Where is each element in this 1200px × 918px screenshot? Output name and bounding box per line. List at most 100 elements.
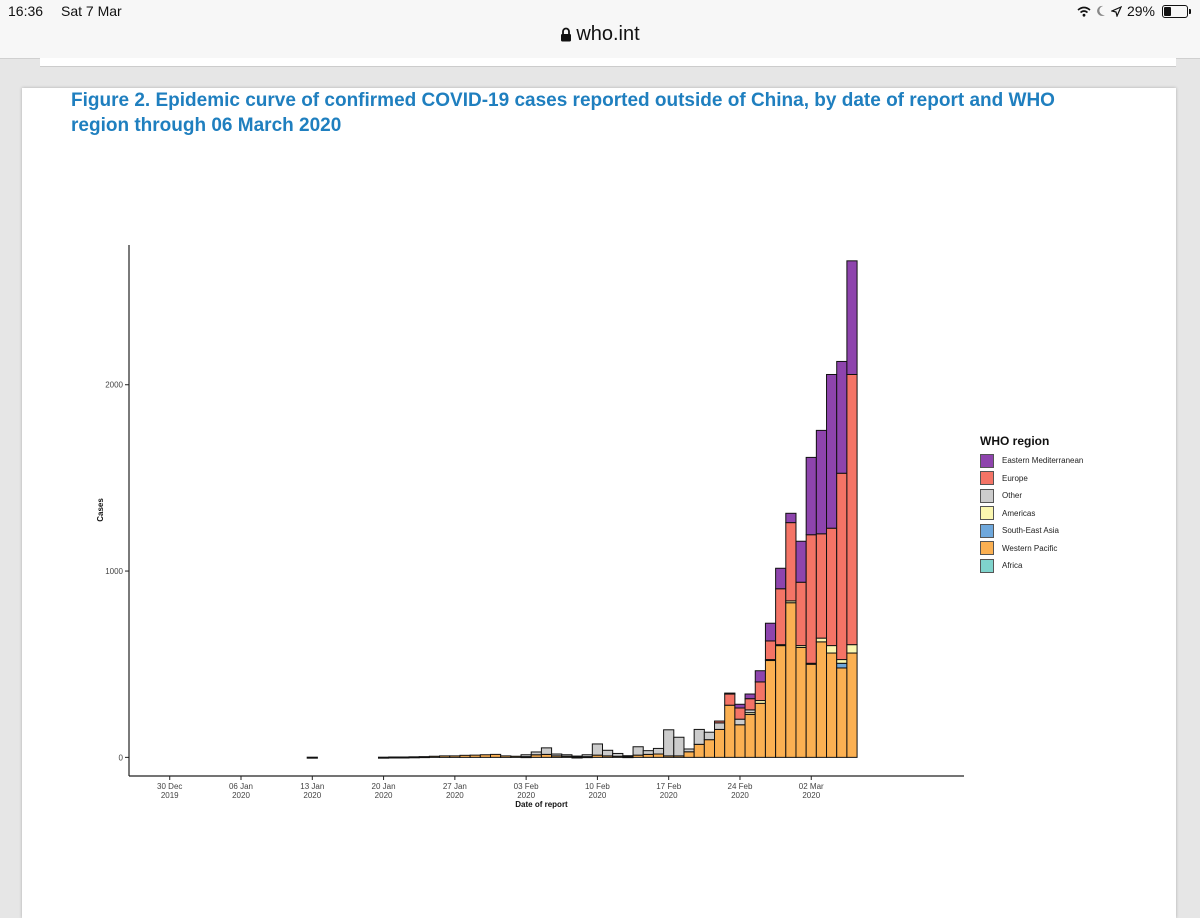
- bar-segment: [388, 756, 400, 759]
- x-tick-year: 2020: [660, 791, 678, 800]
- x-tick-label: 30 Dec: [157, 782, 182, 791]
- bar-segment: [764, 640, 777, 661]
- bar-segment: [846, 652, 858, 758]
- bar-segment: [764, 622, 777, 642]
- y-tick-label: 2000: [105, 381, 123, 390]
- bar-segment: [571, 755, 583, 758]
- bar-segment: [744, 693, 756, 700]
- bar-segment: [418, 756, 430, 759]
- bar-segment: [703, 739, 716, 758]
- bar-segment: [663, 729, 675, 757]
- legend-swatch: [980, 523, 994, 538]
- bar-segment: [754, 670, 766, 683]
- bar-segment: [683, 748, 695, 753]
- x-tick-label: 27 Jan: [443, 782, 467, 791]
- bar-segment: [846, 373, 858, 646]
- bar-segment: [805, 663, 817, 758]
- bar-segment: [673, 736, 685, 757]
- document-page: [22, 88, 1176, 918]
- bar-segment: [826, 373, 838, 529]
- x-tick-year: 2020: [375, 791, 393, 800]
- url-text[interactable]: who.int: [576, 23, 640, 45]
- bar-segment: [510, 755, 522, 758]
- address-bar[interactable]: who.int: [0, 23, 1200, 46]
- legend-item: Eastern Mediterranean: [980, 452, 1083, 470]
- bar-segment: [652, 747, 665, 755]
- x-tick-label: 02 Mar: [799, 782, 824, 791]
- bar-segment: [489, 753, 502, 758]
- bar-segment: [815, 637, 828, 643]
- bar-segment: [826, 527, 838, 647]
- bar-segment: [408, 756, 420, 759]
- bar-segment: [826, 645, 838, 654]
- moon-icon: [1097, 5, 1105, 16]
- bar-segment: [449, 755, 461, 758]
- bar-segment: [520, 754, 532, 758]
- bar-segment: [775, 567, 787, 590]
- bar-segment: [591, 743, 604, 756]
- legend-label: Western Pacific: [1002, 543, 1058, 553]
- bar-segment: [754, 702, 766, 758]
- bar-segment: [724, 692, 736, 695]
- x-tick-year: 2020: [303, 791, 321, 800]
- bar-segment: [744, 714, 756, 758]
- legend-label: Africa: [1002, 561, 1023, 571]
- bar-segment: [815, 641, 828, 758]
- bar-segment: [581, 754, 593, 758]
- bar-segment: [469, 754, 481, 758]
- legend-label: Eastern Mediterranean: [1002, 456, 1084, 466]
- bar-segment: [540, 747, 553, 755]
- bar-segment: [714, 720, 726, 724]
- bar-segment: [398, 756, 410, 759]
- legend-item: Europe: [980, 470, 1083, 488]
- bar-segment: [693, 743, 705, 758]
- x-tick-label: 06 Jan: [229, 782, 253, 791]
- bar-segment: [805, 534, 817, 664]
- y-axis-title: Cases: [96, 498, 105, 522]
- bar-segment: [836, 472, 848, 661]
- legend-swatch: [980, 541, 994, 556]
- status-time: 16:36: [8, 3, 44, 19]
- battery-percent: 29%: [1126, 3, 1155, 19]
- x-tick-label: 20 Jan: [372, 782, 396, 791]
- bar-segment: [724, 693, 736, 706]
- bar-segment: [734, 703, 746, 709]
- legend-label: Other: [1002, 491, 1023, 501]
- bar-segment: [846, 260, 858, 375]
- y-tick-label: 1000: [105, 567, 123, 576]
- legend-item: Africa: [980, 557, 1083, 575]
- x-tick-label: 17 Feb: [656, 782, 681, 791]
- bar-segment: [795, 581, 807, 647]
- bar-segment: [734, 707, 746, 720]
- bar-segment: [785, 522, 797, 602]
- lock-icon: [561, 27, 572, 42]
- bar-segment: [714, 722, 726, 730]
- x-tick-year: 2020: [517, 791, 535, 800]
- bar-segment: [836, 360, 848, 474]
- bar-segment: [377, 756, 390, 759]
- x-tick-label: 10 Feb: [585, 782, 610, 791]
- bar-segment: [652, 753, 665, 758]
- bar-segment: [775, 645, 787, 758]
- x-tick-year: 2020: [802, 791, 820, 800]
- bar-segment: [551, 753, 563, 757]
- bar-segment: [785, 512, 797, 524]
- x-tick-year: 2020: [232, 791, 250, 800]
- bar-segment: [815, 533, 828, 639]
- bar-segment: [561, 754, 573, 757]
- status-date: Sat 7 Mar: [61, 3, 122, 19]
- bar-segment: [714, 728, 726, 758]
- x-tick-year: 2020: [589, 791, 607, 800]
- bar-segment: [836, 667, 848, 758]
- bar-segment: [764, 659, 777, 758]
- bar-segment: [683, 751, 695, 758]
- bar-segment: [632, 746, 644, 756]
- x-axis-title: Date of report: [515, 800, 568, 809]
- bar-segment: [775, 588, 787, 646]
- bar-segment: [836, 662, 848, 669]
- bar-segment: [734, 718, 746, 726]
- legend-swatch: [980, 471, 994, 486]
- battery-icon: [1162, 4, 1191, 18]
- legend-label: Europe: [1002, 473, 1028, 483]
